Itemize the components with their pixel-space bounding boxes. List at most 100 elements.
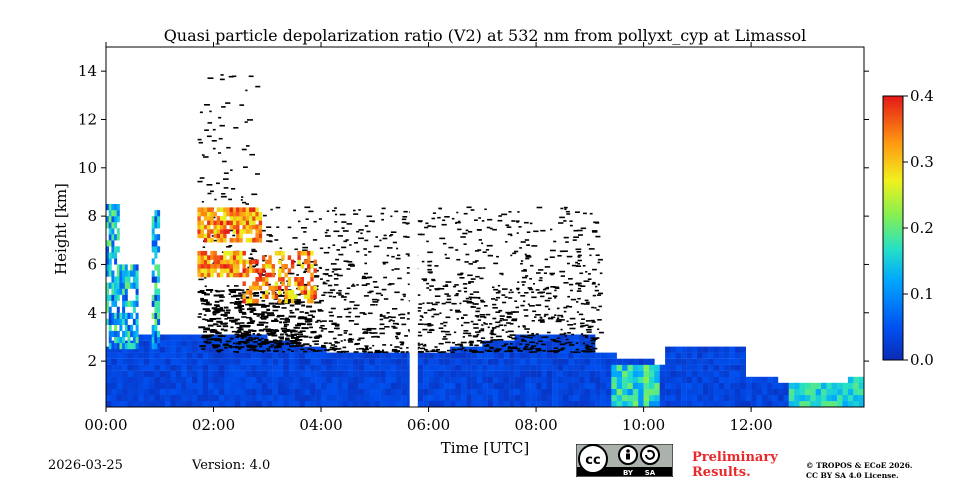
noise-pixel bbox=[304, 311, 309, 314]
noise-pixel bbox=[481, 341, 485, 343]
noise-pixel bbox=[356, 230, 360, 233]
noise-pixel bbox=[296, 264, 303, 266]
noise-pixel bbox=[338, 294, 342, 296]
heatmap-cell bbox=[740, 364, 746, 371]
noise-pixel bbox=[585, 324, 589, 327]
noise-pixel bbox=[547, 350, 552, 353]
heatmap-cell bbox=[519, 382, 526, 389]
heatmap-cell bbox=[826, 394, 832, 402]
heatmap-cell bbox=[428, 364, 435, 371]
heatmap-cell bbox=[751, 394, 757, 402]
heatmap-cell bbox=[444, 364, 451, 371]
heatmap-cell bbox=[536, 388, 542, 396]
heatmap-cell bbox=[220, 255, 224, 260]
heatmap-cell bbox=[761, 382, 768, 389]
heatmap-cell bbox=[767, 401, 773, 407]
noise-pixel bbox=[476, 307, 481, 310]
noise-pixel bbox=[434, 346, 438, 348]
heatmap-cell bbox=[135, 330, 139, 338]
noise-pixel bbox=[390, 231, 397, 233]
noise-pixel bbox=[312, 340, 317, 343]
heatmap-cell bbox=[122, 306, 126, 313]
noise-pixel bbox=[296, 274, 299, 276]
heatmap-cell bbox=[181, 358, 187, 365]
noise-pixel bbox=[418, 323, 424, 325]
heatmap-cell bbox=[417, 364, 424, 371]
noise-pixel bbox=[539, 321, 545, 323]
noise-pixel bbox=[348, 320, 355, 322]
noise-pixel bbox=[421, 278, 428, 280]
heatmap-cell bbox=[751, 388, 757, 396]
noise-pixel bbox=[394, 268, 400, 270]
noise-pixel bbox=[302, 350, 308, 353]
heatmap-cell bbox=[138, 401, 144, 407]
noise-pixel bbox=[501, 294, 506, 296]
heatmap-cell bbox=[821, 394, 827, 402]
heatmap-cell bbox=[826, 401, 832, 407]
noise-pixel bbox=[476, 340, 482, 342]
heatmap-cell bbox=[347, 382, 354, 389]
heatmap-cell bbox=[455, 358, 461, 365]
noise-pixel bbox=[348, 333, 353, 336]
noise-pixel bbox=[228, 198, 232, 201]
noise-pixel bbox=[202, 308, 210, 311]
heatmap-cell bbox=[116, 234, 120, 241]
heatmap-cell bbox=[439, 364, 445, 371]
heatmap-cell bbox=[245, 364, 252, 371]
noise-pixel bbox=[303, 231, 307, 233]
heatmap-cell bbox=[439, 394, 445, 402]
heatmap-cell bbox=[271, 290, 275, 295]
heatmap-cell bbox=[568, 364, 574, 371]
heatmap-cell bbox=[108, 306, 112, 313]
heatmap-cell bbox=[310, 376, 316, 383]
heatmap-cell bbox=[272, 346, 279, 353]
noise-pixel bbox=[516, 232, 519, 234]
noise-pixel bbox=[451, 341, 456, 344]
noise-pixel bbox=[317, 310, 324, 312]
heatmap-cell bbox=[207, 229, 211, 234]
heatmap-cell bbox=[606, 358, 612, 365]
heatmap-cell bbox=[783, 394, 789, 402]
heatmap-cell bbox=[568, 382, 574, 389]
heatmap-cell bbox=[622, 382, 628, 389]
noise-pixel bbox=[322, 282, 328, 285]
noise-pixel bbox=[527, 244, 530, 246]
noise-pixel bbox=[333, 278, 339, 280]
heatmap-cell bbox=[255, 268, 259, 273]
noise-pixel bbox=[251, 329, 257, 332]
heatmap-cell bbox=[106, 222, 109, 229]
heatmap-cell bbox=[541, 394, 547, 402]
heatmap-cell bbox=[159, 388, 166, 396]
noise-pixel bbox=[449, 309, 453, 311]
heatmap-cell bbox=[200, 264, 204, 269]
heatmap-cell bbox=[864, 389, 870, 395]
noise-pixel bbox=[363, 313, 367, 315]
noise-pixel bbox=[228, 345, 233, 348]
noise-pixel bbox=[584, 299, 589, 302]
heatmap-cell bbox=[313, 259, 317, 265]
heatmap-cell bbox=[249, 268, 253, 273]
noise-pixel bbox=[240, 289, 245, 291]
heatmap-cell bbox=[476, 388, 483, 396]
heatmap-cell bbox=[444, 370, 451, 377]
heatmap-cell bbox=[364, 364, 370, 371]
heatmap-cell bbox=[175, 334, 182, 341]
heatmap-cell bbox=[546, 370, 553, 377]
heatmap-cell bbox=[778, 401, 784, 407]
heatmap-cell bbox=[675, 388, 682, 396]
heatmap-cell bbox=[692, 388, 698, 396]
heatmap-cell bbox=[557, 358, 564, 365]
heatmap-cell bbox=[235, 346, 241, 353]
noise-pixel bbox=[206, 135, 212, 138]
noise-pixel bbox=[522, 326, 526, 328]
noise-pixel bbox=[395, 335, 398, 338]
noise-pixel bbox=[515, 306, 519, 309]
noise-pixel bbox=[577, 256, 581, 258]
noise-pixel bbox=[290, 336, 297, 339]
heatmap-cell bbox=[493, 340, 499, 347]
noise-pixel bbox=[358, 347, 364, 350]
noise-pixel bbox=[290, 333, 297, 336]
noise-pixel bbox=[578, 351, 581, 353]
noise-pixel bbox=[520, 295, 526, 297]
noise-pixel bbox=[232, 288, 241, 291]
